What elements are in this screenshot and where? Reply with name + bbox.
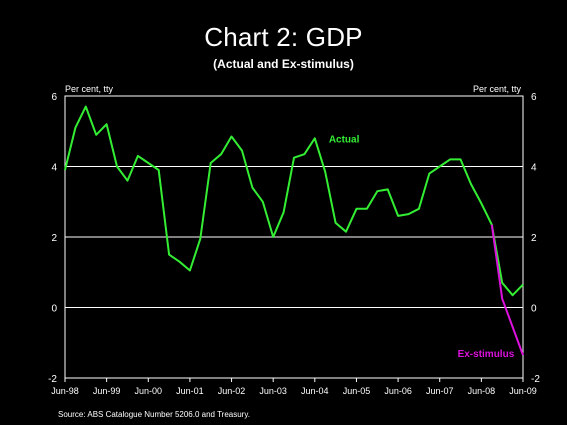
right-y-axis: -2 0 2 4 6	[531, 92, 540, 385]
right-axis-unit-label: Per cent, tty	[473, 84, 522, 94]
x-tick-label: Jun-05	[343, 386, 371, 396]
right-y-tick-label: 0	[531, 304, 537, 315]
left-y-tick-label: 6	[51, 92, 57, 103]
x-tick-label: Jun-01	[176, 386, 204, 396]
annotation-actual: Actual	[329, 134, 360, 145]
series-line-ex-stimulus	[490, 224, 524, 356]
right-y-tick-label: 4	[531, 163, 537, 174]
left-y-tick-label: 2	[51, 233, 57, 244]
series-line-actual	[64, 105, 524, 297]
chart-subtitle: (Actual and Ex-stimulus)	[213, 57, 354, 71]
right-y-tick-label: 2	[531, 233, 537, 244]
source-note: Source: ABS Catalogue Number 5206.0 and …	[58, 410, 250, 419]
grid-lines	[65, 166, 523, 308]
x-tick-label: Jun-02	[218, 386, 246, 396]
annotation-ex-stimulus: Ex-stimulus	[458, 349, 515, 360]
left-y-tick-label: 0	[51, 304, 57, 315]
series-layer	[64, 105, 524, 356]
annotation-layer: Actual Ex-stimulus	[329, 134, 515, 360]
x-axis: Jun-98 Jun-99 Jun-00 Jun-01 Jun-02 Jun-03 Jun-…	[51, 378, 537, 396]
right-y-tick-label: -2	[531, 374, 540, 385]
x-tick-label: Jun-00	[135, 386, 163, 396]
plot-frame	[64, 95, 524, 379]
left-y-tick-label: -2	[48, 374, 57, 385]
x-tick-label: Jun-99	[93, 386, 121, 396]
x-tick-label: Jun-08	[468, 386, 496, 396]
x-tick-label: Jun-09	[509, 386, 537, 396]
chart-title: Chart 2: GDP	[204, 22, 363, 52]
x-tick-label: Jun-03	[259, 386, 287, 396]
right-y-tick-label: 6	[531, 92, 537, 103]
x-tick-label: Jun-04	[301, 386, 329, 396]
left-y-tick-label: 4	[51, 163, 57, 174]
left-axis-unit-label: Per cent, tty	[65, 84, 114, 94]
left-y-axis: -2 0 2 4 6	[48, 92, 57, 385]
x-tick-label: Jun-07	[426, 386, 454, 396]
x-tick-label: Jun-98	[51, 386, 79, 396]
x-tick-label: Jun-06	[384, 386, 412, 396]
